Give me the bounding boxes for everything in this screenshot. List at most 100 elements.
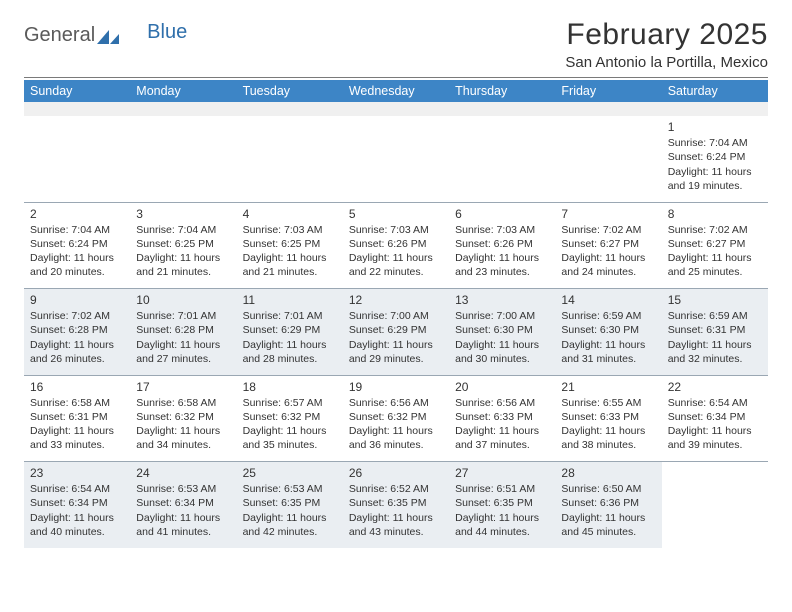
sunrise-text: Sunrise: 6:52 AM: [349, 482, 443, 496]
sunset-text: Sunset: 6:29 PM: [243, 323, 337, 337]
day-cell: 24Sunrise: 6:53 AMSunset: 6:34 PMDayligh…: [130, 462, 236, 548]
daylight-text: Daylight: 11 hours and 21 minutes.: [136, 251, 230, 279]
day-cell-empty: [130, 116, 236, 202]
daylight-text: Daylight: 11 hours and 27 minutes.: [136, 338, 230, 366]
day-cell-empty: [24, 116, 130, 202]
daylight-text: Daylight: 11 hours and 31 minutes.: [561, 338, 655, 366]
day-cell: 22Sunrise: 6:54 AMSunset: 6:34 PMDayligh…: [662, 376, 768, 462]
day-number: 23: [30, 465, 124, 481]
daylight-text: Daylight: 11 hours and 20 minutes.: [30, 251, 124, 279]
sunrise-text: Sunrise: 6:53 AM: [243, 482, 337, 496]
sunrise-text: Sunrise: 7:01 AM: [243, 309, 337, 323]
day-number: 1: [668, 119, 762, 135]
sunset-text: Sunset: 6:32 PM: [136, 410, 230, 424]
sunset-text: Sunset: 6:28 PM: [30, 323, 124, 337]
daylight-text: Daylight: 11 hours and 36 minutes.: [349, 424, 443, 452]
sunset-text: Sunset: 6:33 PM: [455, 410, 549, 424]
day-number: 10: [136, 292, 230, 308]
sunset-text: Sunset: 6:31 PM: [668, 323, 762, 337]
day-cell: 28Sunrise: 6:50 AMSunset: 6:36 PMDayligh…: [555, 462, 661, 548]
sunset-text: Sunset: 6:29 PM: [349, 323, 443, 337]
sunrise-text: Sunrise: 6:57 AM: [243, 396, 337, 410]
page-title: February 2025: [565, 18, 768, 52]
daylight-text: Daylight: 11 hours and 41 minutes.: [136, 511, 230, 539]
day-number: 4: [243, 206, 337, 222]
sunset-text: Sunset: 6:34 PM: [668, 410, 762, 424]
daylight-text: Daylight: 11 hours and 24 minutes.: [561, 251, 655, 279]
sunset-text: Sunset: 6:35 PM: [455, 496, 549, 510]
sunset-text: Sunset: 6:34 PM: [30, 496, 124, 510]
sunrise-text: Sunrise: 6:50 AM: [561, 482, 655, 496]
divider: [24, 77, 768, 78]
day-number: 7: [561, 206, 655, 222]
weekday-header: Thursday: [449, 80, 555, 102]
sunset-text: Sunset: 6:26 PM: [349, 237, 443, 251]
weekday-header: Tuesday: [237, 80, 343, 102]
logo-sail-icon: [97, 30, 119, 44]
calendar-table: Sunday Monday Tuesday Wednesday Thursday…: [24, 80, 768, 548]
day-cell: 21Sunrise: 6:55 AMSunset: 6:33 PMDayligh…: [555, 376, 661, 462]
day-cell: 18Sunrise: 6:57 AMSunset: 6:32 PMDayligh…: [237, 376, 343, 462]
daylight-text: Daylight: 11 hours and 22 minutes.: [349, 251, 443, 279]
sunrise-text: Sunrise: 7:00 AM: [349, 309, 443, 323]
week-row: 1Sunrise: 7:04 AMSunset: 6:24 PMDaylight…: [24, 116, 768, 202]
sunrise-text: Sunrise: 7:00 AM: [455, 309, 549, 323]
sunrise-text: Sunrise: 6:53 AM: [136, 482, 230, 496]
day-cell: 14Sunrise: 6:59 AMSunset: 6:30 PMDayligh…: [555, 289, 661, 375]
day-cell: 27Sunrise: 6:51 AMSunset: 6:35 PMDayligh…: [449, 462, 555, 548]
logo: GeneralBlue: [24, 18, 187, 47]
daylight-text: Daylight: 11 hours and 43 minutes.: [349, 511, 443, 539]
sunset-text: Sunset: 6:28 PM: [136, 323, 230, 337]
location-label: San Antonio la Portilla, Mexico: [565, 54, 768, 71]
sunrise-text: Sunrise: 6:54 AM: [30, 482, 124, 496]
day-number: 18: [243, 379, 337, 395]
daylight-text: Daylight: 11 hours and 21 minutes.: [243, 251, 337, 279]
sunset-text: Sunset: 6:35 PM: [349, 496, 443, 510]
weekday-header: Monday: [130, 80, 236, 102]
day-number: 20: [455, 379, 549, 395]
logo-text-general: General: [24, 24, 95, 47]
daylight-text: Daylight: 11 hours and 39 minutes.: [668, 424, 762, 452]
week-row: 23Sunrise: 6:54 AMSunset: 6:34 PM Dayligh…: [24, 462, 768, 548]
day-number: 6: [455, 206, 549, 222]
sunrise-text: Sunrise: 6:54 AM: [668, 396, 762, 410]
calendar-body: 1Sunrise: 7:04 AMSunset: 6:24 PMDaylight…: [24, 102, 768, 548]
daylight-text: Daylight: 11 hours and 45 minutes.: [561, 511, 655, 539]
day-cell: 2Sunrise: 7:04 AMSunset: 6:24 PMDaylight…: [24, 203, 130, 289]
sunrise-text: Sunrise: 6:51 AM: [455, 482, 549, 496]
weekday-header: Friday: [555, 80, 661, 102]
day-cell: 6Sunrise: 7:03 AMSunset: 6:26 PMDaylight…: [449, 203, 555, 289]
day-cell: 10Sunrise: 7:01 AMSunset: 6:28 PMDayligh…: [130, 289, 236, 375]
day-cell: 12Sunrise: 7:00 AMSunset: 6:29 PMDayligh…: [343, 289, 449, 375]
daylight-text: Daylight: 11 hours and 32 minutes.: [668, 338, 762, 366]
day-cell: 8Sunrise: 7:02 AMSunset: 6:27 PMDaylight…: [662, 203, 768, 289]
day-cell: 20Sunrise: 6:56 AMSunset: 6:33 PMDayligh…: [449, 376, 555, 462]
daylight-text: Daylight: 11 hours and 37 minutes.: [455, 424, 549, 452]
daylight-text: Daylight: 11 hours and 35 minutes.: [243, 424, 337, 452]
day-cell: 3Sunrise: 7:04 AMSunset: 6:25 PMDaylight…: [130, 203, 236, 289]
day-number: 13: [455, 292, 549, 308]
daylight-text: Daylight: 11 hours and 28 minutes.: [243, 338, 337, 366]
daylight-text: Daylight: 11 hours and 44 minutes.: [455, 511, 549, 539]
sunrise-text: Sunrise: 7:02 AM: [30, 309, 124, 323]
sunrise-text: Sunrise: 6:58 AM: [136, 396, 230, 410]
day-cell: 9Sunrise: 7:02 AMSunset: 6:28 PMDaylight…: [24, 289, 130, 375]
day-cell: 17Sunrise: 6:58 AMSunset: 6:32 PMDayligh…: [130, 376, 236, 462]
sunrise-text: Sunrise: 7:02 AM: [668, 223, 762, 237]
calendar-page: GeneralBlue February 2025 San Antonio la…: [0, 0, 792, 548]
day-cell: 11Sunrise: 7:01 AMSunset: 6:29 PMDayligh…: [237, 289, 343, 375]
sunrise-text: Sunrise: 7:02 AM: [561, 223, 655, 237]
day-number: 14: [561, 292, 655, 308]
week-row: 2Sunrise: 7:04 AMSunset: 6:24 PMDaylight…: [24, 203, 768, 289]
day-number: 2: [30, 206, 124, 222]
daylight-text: Daylight: 11 hours and 42 minutes.: [243, 511, 337, 539]
weekday-header: Wednesday: [343, 80, 449, 102]
day-cell-empty: [555, 116, 661, 202]
day-cell: 19Sunrise: 6:56 AMSunset: 6:32 PMDayligh…: [343, 376, 449, 462]
daylight-text: Daylight: 11 hours and 34 minutes.: [136, 424, 230, 452]
sunset-text: Sunset: 6:24 PM: [668, 150, 762, 164]
sunset-text: Sunset: 6:25 PM: [136, 237, 230, 251]
day-cell: 1Sunrise: 7:04 AMSunset: 6:24 PMDaylight…: [662, 116, 768, 202]
day-cell-empty: [237, 116, 343, 202]
day-number: 15: [668, 292, 762, 308]
